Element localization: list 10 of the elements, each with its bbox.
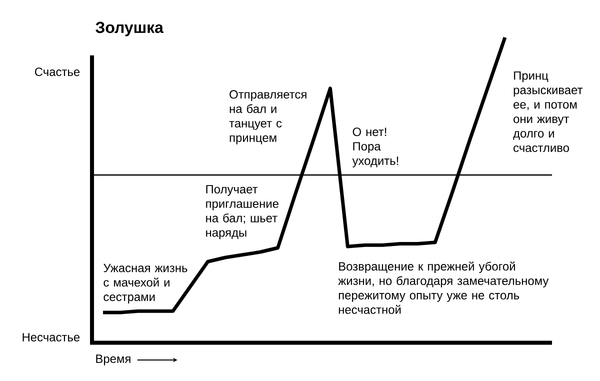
chart-title: Золушка bbox=[96, 22, 164, 36]
text: Счастье bbox=[34, 68, 80, 76]
annotation: Возвращение к прежней убогой жизни, но благодаря замечательному пережитому опыту уже не столь несчастной bbox=[338, 262, 549, 314]
annotation: Ужасная жизнь с мачехой и сестрами bbox=[104, 264, 188, 304]
annotation: Отправляется на бал и танцует с принцем bbox=[229, 90, 306, 144]
x-axis-title: Время bbox=[96, 354, 130, 366]
annotation: Принц разыскивает ее, и потом они живут долго и счастливо bbox=[513, 71, 583, 152]
text: Несчастье bbox=[22, 333, 80, 342]
annotation: Получает приглашение на бал; шьет наряды bbox=[206, 185, 278, 240]
annotation: О нет! Пора уходить! bbox=[352, 128, 398, 168]
